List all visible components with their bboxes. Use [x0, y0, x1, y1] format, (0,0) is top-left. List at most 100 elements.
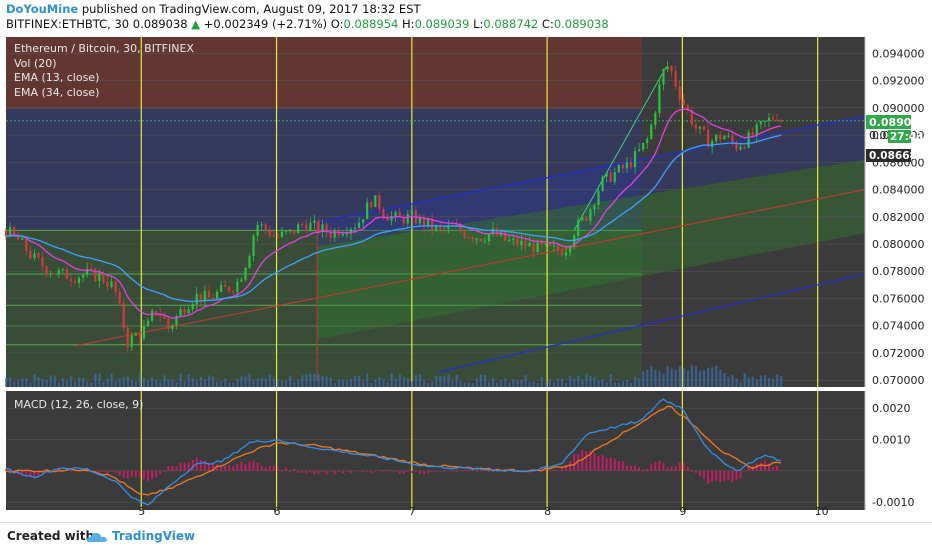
macd-hist-bar — [187, 462, 190, 471]
candle-body — [621, 165, 624, 169]
volume-bar — [171, 379, 174, 387]
volume-bar — [455, 374, 458, 387]
volume-bar — [276, 378, 280, 387]
macd-hist-bar — [325, 470, 328, 475]
macd-hist-bar — [378, 469, 381, 471]
timer-badge: 27:43 — [890, 131, 923, 143]
macd-hist-bar — [220, 465, 222, 471]
tradingview-logo[interactable]: TradingView — [86, 529, 195, 543]
candle-body — [743, 146, 746, 148]
macd-hist-bar — [585, 450, 588, 471]
macd-hist-bar — [167, 466, 170, 471]
x-tick-label: 8 — [544, 505, 551, 518]
volume-bar — [394, 378, 397, 387]
candle-body — [179, 309, 182, 317]
y-tick-label: 0.076000 — [872, 292, 925, 305]
macd-hist-bar — [650, 464, 653, 471]
up-arrow-icon: ▲ — [191, 17, 201, 31]
candle-body — [755, 124, 758, 136]
candle-body — [422, 216, 426, 227]
candle-body — [658, 84, 661, 113]
macd-hist-bar — [143, 470, 145, 480]
y-tick-label: 0.090000 — [872, 102, 925, 115]
macd-hist-bar — [690, 470, 693, 472]
volume-bar — [187, 374, 190, 387]
y-tick-label: 0.094000 — [872, 47, 925, 60]
candle-body — [305, 224, 308, 231]
candle-body — [106, 281, 109, 287]
volume-bar — [49, 375, 52, 387]
macd-hist-bar — [492, 470, 494, 473]
macd-hist-bar — [203, 460, 206, 471]
volume-bar — [57, 382, 60, 387]
volume-bar — [130, 380, 134, 387]
candle-body — [605, 172, 608, 177]
candle-body — [53, 273, 56, 275]
macd-hist-bar — [321, 470, 324, 473]
volume-bar — [552, 381, 556, 387]
volume-bar — [723, 373, 726, 387]
macd-panel-bg — [6, 391, 865, 510]
close-label: C: — [541, 17, 554, 31]
volume-bar — [646, 369, 649, 387]
close-value: 0.089038 — [553, 17, 609, 31]
volume-bar — [126, 376, 129, 387]
macd-hist-bar — [678, 462, 681, 471]
y-tick-label: 0.092000 — [872, 75, 925, 88]
candle-body — [211, 297, 215, 299]
volume-bar — [581, 379, 584, 387]
macd-hist-bar — [739, 470, 742, 479]
volume-bar — [560, 378, 564, 387]
candle-body — [504, 232, 507, 241]
volume-bar — [33, 374, 36, 387]
volume-bar — [358, 375, 361, 387]
y-tick-label: 0.082000 — [872, 211, 925, 224]
candle-body — [548, 243, 551, 246]
macd-hist-bar — [617, 461, 620, 471]
macd-hist-bar — [289, 470, 291, 472]
macd-hist-bar — [260, 465, 263, 471]
macd-hist-bar — [122, 470, 125, 478]
volume-bar — [776, 374, 779, 387]
volume-bar — [508, 382, 511, 387]
volume-bar — [313, 373, 316, 387]
macd-hist-bar — [110, 470, 113, 472]
candle-body — [406, 214, 409, 224]
author-link[interactable]: DoYouMine — [6, 2, 79, 16]
volume-bar — [658, 370, 661, 387]
macd-hist-bar — [483, 469, 486, 471]
candle-body — [313, 220, 316, 223]
macd-hist-bar — [155, 470, 158, 478]
volume-bar — [747, 377, 750, 387]
candle-body — [731, 135, 734, 143]
chart-area[interactable]: 0.0940000.0920000.0900000.0880000.086000… — [0, 34, 932, 522]
volume-bar — [179, 373, 182, 387]
y-tick-label: 0.080000 — [872, 238, 925, 251]
candle-body — [21, 238, 24, 240]
macd-hist-bar — [139, 470, 141, 477]
candle-body — [747, 132, 750, 148]
volume-bar — [138, 373, 142, 387]
volume-bar — [406, 378, 409, 387]
volume-bar — [69, 376, 73, 387]
volume-bar — [423, 380, 426, 387]
macd-hist-bar — [305, 470, 308, 474]
candle-body — [94, 268, 97, 282]
candle-body — [65, 269, 68, 280]
volume-bar — [698, 370, 702, 387]
volume-bar — [280, 380, 284, 387]
macd-hist-bar — [147, 470, 149, 481]
candle-body — [195, 293, 198, 305]
candle-body — [491, 228, 495, 235]
candle-body — [288, 229, 292, 232]
channel-upper — [317, 115, 866, 223]
volume-bar — [297, 380, 300, 387]
macd-hist-bar — [658, 460, 661, 471]
volume-bar — [98, 373, 101, 387]
candle-body — [394, 212, 397, 216]
volume-bar — [337, 379, 340, 387]
macd-hist-bar — [626, 465, 628, 471]
candle-body — [272, 235, 275, 237]
macd-hist-bar — [33, 470, 36, 478]
macd-hist-bar — [285, 467, 287, 471]
